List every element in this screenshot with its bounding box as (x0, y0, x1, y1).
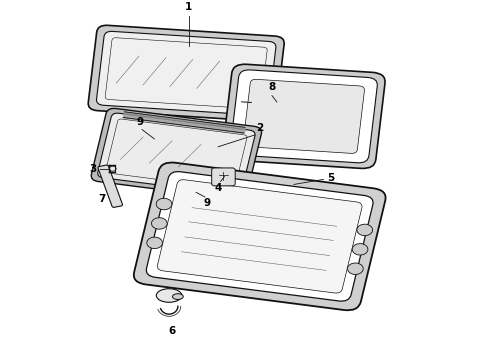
Text: 6: 6 (169, 325, 176, 336)
Text: 2: 2 (256, 123, 263, 133)
FancyBboxPatch shape (212, 168, 235, 186)
Circle shape (352, 244, 368, 255)
FancyBboxPatch shape (230, 70, 377, 163)
Text: 3: 3 (90, 164, 97, 174)
Circle shape (151, 218, 167, 229)
Circle shape (347, 263, 363, 274)
Text: 1: 1 (185, 3, 192, 13)
FancyBboxPatch shape (91, 108, 262, 199)
Text: 9: 9 (204, 198, 211, 208)
Text: 5: 5 (327, 173, 335, 183)
Ellipse shape (172, 294, 183, 300)
FancyBboxPatch shape (243, 79, 365, 153)
FancyBboxPatch shape (222, 64, 385, 168)
FancyBboxPatch shape (134, 162, 386, 310)
Circle shape (147, 237, 163, 249)
FancyBboxPatch shape (88, 25, 284, 121)
Circle shape (156, 198, 172, 210)
FancyBboxPatch shape (157, 180, 362, 293)
FancyBboxPatch shape (147, 172, 373, 301)
FancyBboxPatch shape (98, 113, 255, 195)
Text: 4: 4 (214, 183, 222, 193)
Text: 9: 9 (136, 117, 143, 127)
Circle shape (357, 224, 372, 236)
Text: 7: 7 (98, 194, 106, 204)
Ellipse shape (156, 289, 182, 302)
Text: 8: 8 (269, 82, 275, 92)
FancyBboxPatch shape (98, 165, 122, 207)
FancyBboxPatch shape (97, 31, 276, 115)
